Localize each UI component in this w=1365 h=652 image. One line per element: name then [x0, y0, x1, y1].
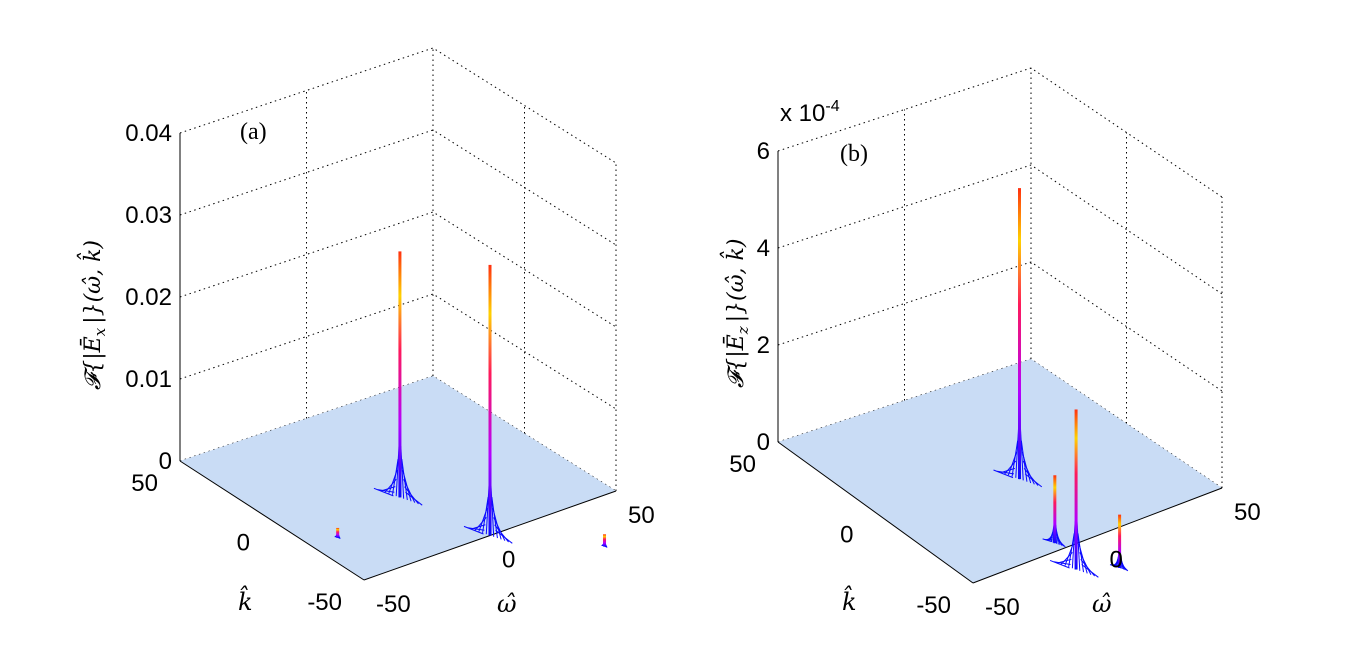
z-ticks-a: 0 0.01 0.02 0.03 0.04 — [125, 120, 172, 475]
peaks-a — [334, 251, 608, 548]
grid-line — [179, 47, 617, 164]
peak-base-strand — [1011, 440, 1019, 477]
k-axis-line — [777, 441, 974, 584]
y-tick-label: 50 — [729, 451, 756, 478]
z-axis-label-b: 𝓕{|Ēz|}(ω̂, k̂) — [720, 239, 752, 388]
y-tick-label: -50 — [307, 589, 342, 616]
surface-floor-a — [179, 376, 617, 581]
z-tick-label: 6 — [757, 138, 770, 165]
peak-base-strand — [482, 497, 489, 533]
panel-label-a: (a) — [240, 119, 267, 145]
grid-line — [179, 211, 617, 328]
grid-line — [179, 293, 617, 410]
y-axis-label-b: k̂ — [842, 585, 857, 616]
peak-base-strand — [1022, 460, 1035, 485]
peak-spike — [1074, 409, 1078, 570]
peak-base-strand — [495, 529, 513, 544]
z-tick-label: 0.04 — [125, 120, 172, 147]
peak-base-strand — [403, 479, 416, 503]
peak-spike — [1053, 475, 1057, 544]
z-ticks-b: 0 2 4 6 — [757, 138, 770, 456]
exponent-label-b: x 10-4 — [780, 98, 840, 127]
z-tick-label: 4 — [757, 235, 770, 262]
y-tick-label: -50 — [916, 592, 951, 619]
z-tick-label: 0.02 — [125, 284, 172, 311]
x-ticks-b: -50 0 50 — [985, 499, 1261, 621]
peak-base-strand — [463, 525, 484, 535]
peak-spike — [398, 251, 402, 498]
x-ticks-a: -50 0 50 — [376, 502, 655, 618]
grid-line — [777, 164, 1223, 295]
grid-line — [777, 261, 1223, 392]
peak-base-strand — [1024, 473, 1043, 488]
z-tick-label: 0.03 — [125, 202, 172, 229]
x-tick-label: -50 — [376, 591, 411, 618]
peak-base-strand — [1068, 533, 1075, 568]
peak-base-strand — [1049, 559, 1070, 569]
peaks-b — [993, 188, 1129, 578]
z-tick-label: 0 — [757, 429, 770, 456]
k-axis-line — [179, 460, 365, 581]
peak-base-strand — [1121, 564, 1129, 572]
x-tick-label: 50 — [1234, 499, 1261, 526]
peak-spike — [1018, 188, 1021, 480]
x-axis-label-a: ω̂ — [497, 590, 517, 618]
peak-base-strand — [993, 469, 1014, 479]
y-ticks-a: 50 0 -50 — [131, 470, 342, 616]
x-tick-label: -50 — [985, 594, 1020, 621]
z-tick-label: 2 — [757, 332, 770, 359]
z-tick-label: 0.01 — [125, 366, 172, 393]
omega-axis-line — [972, 487, 1223, 584]
peak-base-strand — [405, 491, 423, 506]
panel-label-b: (b) — [840, 141, 868, 167]
peak-base-strand — [1057, 539, 1066, 548]
peak-base-strand — [1079, 552, 1092, 575]
grid-line — [179, 129, 617, 246]
peak-base-strand — [391, 458, 399, 495]
x-tick-label: 0 — [1110, 547, 1123, 574]
peak-spike — [336, 527, 340, 538]
peak-base-strand — [493, 517, 506, 541]
surface-floor-b — [777, 359, 1223, 584]
y-tick-label: 0 — [840, 522, 853, 549]
y-tick-label: 50 — [131, 470, 158, 497]
peak-spike — [488, 264, 492, 536]
peak-base-strand — [1042, 538, 1052, 543]
grid-a — [179, 47, 617, 492]
x-axis-label-b: ω̂ — [1092, 590, 1112, 618]
grid-line — [179, 375, 617, 492]
z-axis-label-a: 𝓕{|Ēx|}(ω̂, k̂) — [77, 240, 109, 390]
peak-spike — [1118, 514, 1122, 568]
x-tick-label: 50 — [628, 502, 655, 529]
surface-floor — [778, 359, 1222, 583]
y-tick-label: 0 — [237, 530, 250, 557]
peak-base-strand — [1081, 564, 1099, 578]
y-ticks-b: 50 0 -50 — [729, 451, 951, 619]
z-tick-label: 0 — [159, 448, 172, 475]
x-tick-label: 0 — [502, 547, 515, 574]
peak-spike — [603, 534, 607, 547]
peak-base-strand — [373, 487, 394, 497]
grid-line — [777, 67, 1223, 198]
y-axis-label-a: k̂ — [238, 585, 253, 616]
